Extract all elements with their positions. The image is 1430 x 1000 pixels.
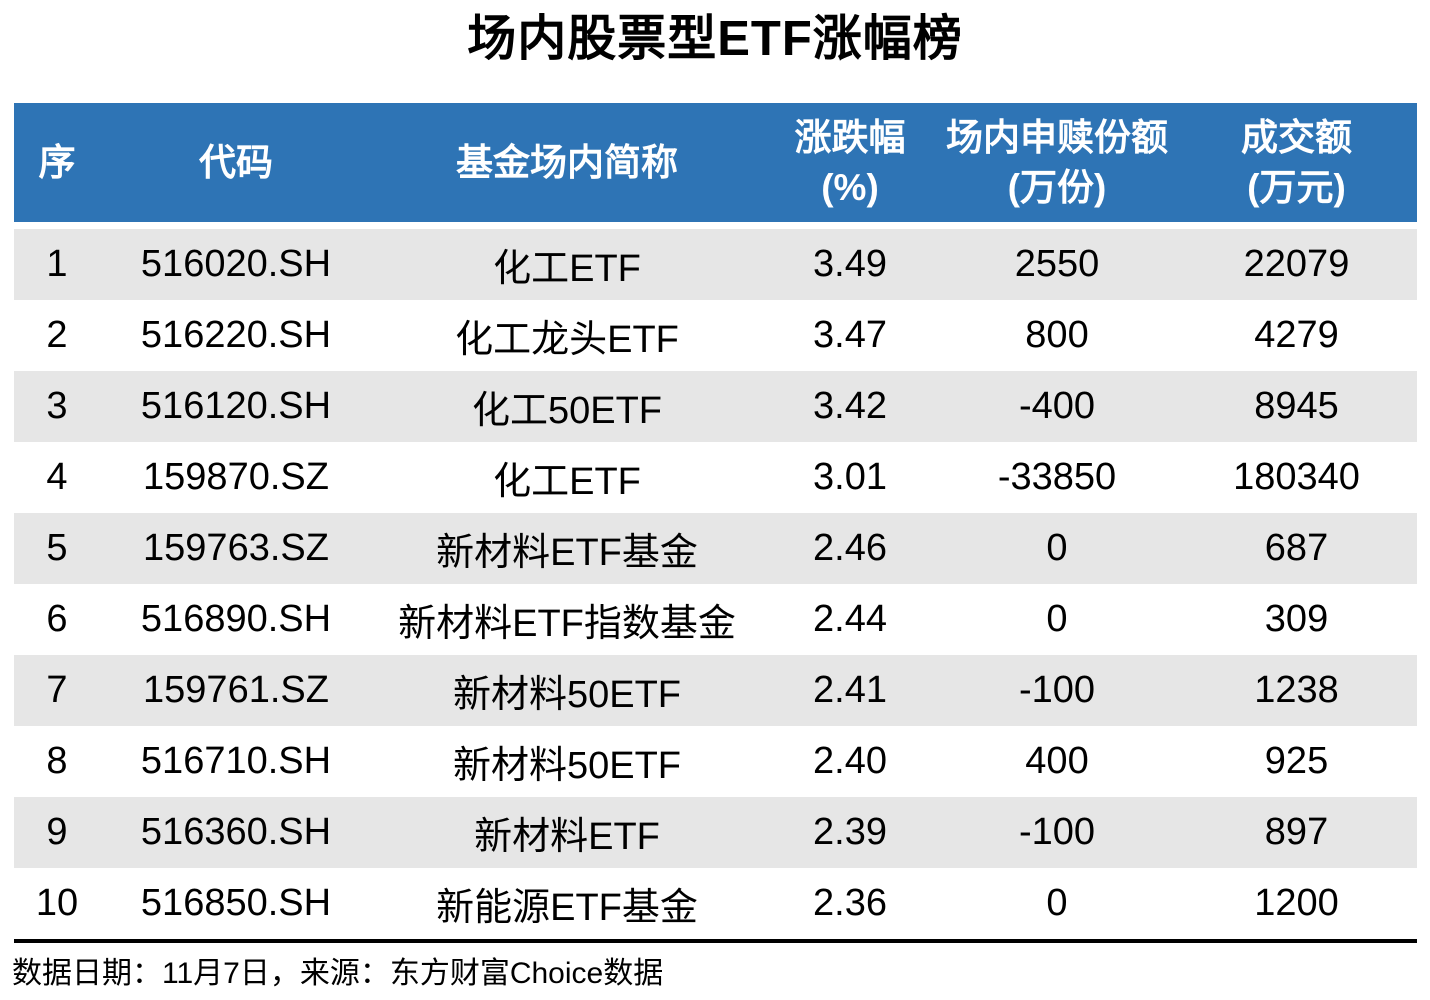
cell-fund-name: 化工50ETF bbox=[372, 371, 762, 442]
cell-change-pct: 3.49 bbox=[762, 229, 938, 300]
cell-seq: 7 bbox=[14, 655, 100, 726]
header-label-line1: 涨跌幅 bbox=[794, 116, 906, 158]
cell-turnover: 180340 bbox=[1176, 442, 1417, 513]
cell-subscription-shares: 400 bbox=[938, 726, 1176, 797]
cell-code: 159761.SZ bbox=[100, 655, 372, 726]
cell-turnover: 897 bbox=[1176, 797, 1417, 868]
header-label-stack: 代码 bbox=[100, 103, 372, 222]
cell-change-pct: 3.01 bbox=[762, 442, 938, 513]
cell-change-pct: 2.40 bbox=[762, 726, 938, 797]
cell-turnover: 309 bbox=[1176, 584, 1417, 655]
cell-turnover: 8945 bbox=[1176, 371, 1417, 442]
cell-seq: 10 bbox=[14, 868, 100, 939]
table-row: 7 159761.SZ 新材料50ETF 2.41 -100 1238 bbox=[14, 655, 1417, 726]
cell-subscription-shares: 2550 bbox=[938, 229, 1176, 300]
cell-code: 516220.SH bbox=[100, 300, 372, 371]
table-header-row: 序 代码 基金场内简称 bbox=[14, 103, 1417, 229]
cell-fund-name: 新材料ETF指数基金 bbox=[372, 584, 762, 655]
data-source-note: 数据日期：11月7日，来源：东方财富Choice数据 bbox=[12, 957, 664, 990]
cell-seq: 9 bbox=[14, 797, 100, 868]
cell-change-pct: 2.44 bbox=[762, 584, 938, 655]
cell-fund-name: 新材料50ETF bbox=[372, 726, 762, 797]
cell-code: 516850.SH bbox=[100, 868, 372, 939]
header-label-stack: 涨跌幅 (%) bbox=[762, 103, 938, 222]
cell-code: 516890.SH bbox=[100, 584, 372, 655]
cell-change-pct: 2.46 bbox=[762, 513, 938, 584]
header-label-stack: 成交额 (万元) bbox=[1176, 103, 1417, 222]
col-header-code: 代码 bbox=[100, 103, 372, 229]
table-row: 9 516360.SH 新材料ETF 2.39 -100 897 bbox=[14, 797, 1417, 868]
cell-seq: 2 bbox=[14, 300, 100, 371]
cell-turnover: 687 bbox=[1176, 513, 1417, 584]
cell-subscription-shares: 0 bbox=[938, 513, 1176, 584]
table-row: 4 159870.SZ 化工ETF 3.01 -33850 180340 bbox=[14, 442, 1417, 513]
cell-fund-name: 化工ETF bbox=[372, 229, 762, 300]
table-row: 8 516710.SH 新材料50ETF 2.40 400 925 bbox=[14, 726, 1417, 797]
cell-subscription-shares: 800 bbox=[938, 300, 1176, 371]
header-label-line1: 基金场内简称 bbox=[456, 141, 678, 183]
header-label-stack: 场内申赎份额 (万份) bbox=[938, 103, 1176, 222]
cell-fund-name: 新材料50ETF bbox=[372, 655, 762, 726]
col-header-change-pct: 涨跌幅 (%) bbox=[762, 103, 938, 229]
cell-fund-name: 新能源ETF基金 bbox=[372, 868, 762, 939]
cell-code: 516020.SH bbox=[100, 229, 372, 300]
table-row: 2 516220.SH 化工龙头ETF 3.47 800 4279 bbox=[14, 300, 1417, 371]
cell-change-pct: 2.39 bbox=[762, 797, 938, 868]
header-label-stack: 基金场内简称 bbox=[372, 103, 762, 222]
cell-subscription-shares: 0 bbox=[938, 868, 1176, 939]
cell-fund-name: 化工ETF bbox=[372, 442, 762, 513]
cell-change-pct: 2.36 bbox=[762, 868, 938, 939]
cell-seq: 8 bbox=[14, 726, 100, 797]
cell-turnover: 1238 bbox=[1176, 655, 1417, 726]
header-label-line1: 代码 bbox=[199, 141, 273, 183]
cell-turnover: 1200 bbox=[1176, 868, 1417, 939]
col-header-seq: 序 bbox=[14, 103, 100, 229]
page-title: 场内股票型ETF涨幅榜 bbox=[467, 12, 963, 66]
cell-change-pct: 3.47 bbox=[762, 300, 938, 371]
cell-fund-name: 化工龙头ETF bbox=[372, 300, 762, 371]
header-label-line2: (万元) bbox=[1247, 166, 1346, 208]
cell-subscription-shares: -100 bbox=[938, 797, 1176, 868]
cell-turnover: 925 bbox=[1176, 726, 1417, 797]
header-label-stack: 序 bbox=[14, 103, 100, 222]
table-row: 10 516850.SH 新能源ETF基金 2.36 0 1200 bbox=[14, 868, 1417, 939]
table-row: 1 516020.SH 化工ETF 3.49 2550 22079 bbox=[14, 229, 1417, 300]
header-label-line2: (万份) bbox=[1007, 166, 1107, 208]
table-row: 6 516890.SH 新材料ETF指数基金 2.44 0 309 bbox=[14, 584, 1417, 655]
cell-change-pct: 2.41 bbox=[762, 655, 938, 726]
cell-code: 159870.SZ bbox=[100, 442, 372, 513]
col-header-fund-name: 基金场内简称 bbox=[372, 103, 762, 229]
header-label-line1: 序 bbox=[38, 141, 76, 183]
cell-subscription-shares: -33850 bbox=[938, 442, 1176, 513]
cell-turnover: 4279 bbox=[1176, 300, 1417, 371]
cell-subscription-shares: -400 bbox=[938, 371, 1176, 442]
table-row: 5 159763.SZ 新材料ETF基金 2.46 0 687 bbox=[14, 513, 1417, 584]
cell-code: 516710.SH bbox=[100, 726, 372, 797]
cell-subscription-shares: -100 bbox=[938, 655, 1176, 726]
cell-turnover: 22079 bbox=[1176, 229, 1417, 300]
cell-seq: 1 bbox=[14, 229, 100, 300]
col-header-turnover: 成交额 (万元) bbox=[1176, 103, 1417, 229]
cell-seq: 3 bbox=[14, 371, 100, 442]
table-row: 3 516120.SH 化工50ETF 3.42 -400 8945 bbox=[14, 371, 1417, 442]
cell-seq: 5 bbox=[14, 513, 100, 584]
cell-fund-name: 新材料ETF bbox=[372, 797, 762, 868]
etf-ranking-table: 序 代码 基金场内简称 bbox=[14, 103, 1417, 943]
cell-fund-name: 新材料ETF基金 bbox=[372, 513, 762, 584]
header-label-line2: (%) bbox=[821, 166, 879, 208]
cell-code: 159763.SZ bbox=[100, 513, 372, 584]
cell-change-pct: 3.42 bbox=[762, 371, 938, 442]
header-label-line1: 场内申赎份额 bbox=[946, 116, 1168, 158]
header-label-line1: 成交额 bbox=[1241, 116, 1352, 158]
cell-seq: 4 bbox=[14, 442, 100, 513]
col-header-subscription-shares: 场内申赎份额 (万份) bbox=[938, 103, 1176, 229]
cell-subscription-shares: 0 bbox=[938, 584, 1176, 655]
cell-seq: 6 bbox=[14, 584, 100, 655]
cell-code: 516120.SH bbox=[100, 371, 372, 442]
cell-code: 516360.SH bbox=[100, 797, 372, 868]
